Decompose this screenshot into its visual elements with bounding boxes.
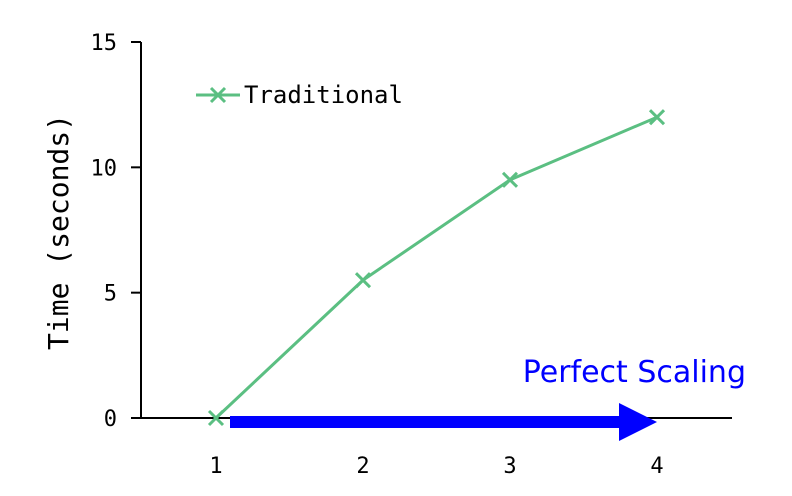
x-tick-label: 3: [503, 454, 516, 479]
annotation-label: Perfect Scaling: [523, 355, 746, 390]
arrow-head: [619, 403, 657, 441]
data-point-marker: [501, 171, 519, 188]
x-tick-label: 1: [209, 454, 222, 479]
data-point-marker: [354, 272, 372, 289]
y-tick-label: 15: [91, 31, 118, 56]
annotation-group: Perfect Scaling: [230, 355, 746, 441]
y-tick-label: 0: [104, 407, 117, 432]
y-tick-label: 5: [104, 282, 117, 307]
x-tick-label: 2: [356, 454, 369, 479]
series-line: [214, 115, 658, 420]
y-ticks: 0 5 10 15: [91, 31, 141, 432]
legend: Traditional: [196, 81, 403, 109]
series-group: [207, 109, 666, 427]
legend-marker: [209, 86, 227, 104]
legend-label: Traditional: [244, 81, 403, 109]
plot-area: 0 5 10 15 1 2 3 4 Perfect Scaling: [91, 31, 747, 479]
x-tick-label: 4: [650, 454, 663, 479]
arrow-shaft: [230, 416, 621, 428]
y-tick-label: 10: [91, 156, 118, 181]
data-point-marker: [207, 409, 225, 427]
y-axis-label: Time (seconds): [42, 114, 75, 350]
data-point-marker: [648, 109, 666, 126]
x-ticks: 1 2 3 4: [209, 454, 663, 479]
